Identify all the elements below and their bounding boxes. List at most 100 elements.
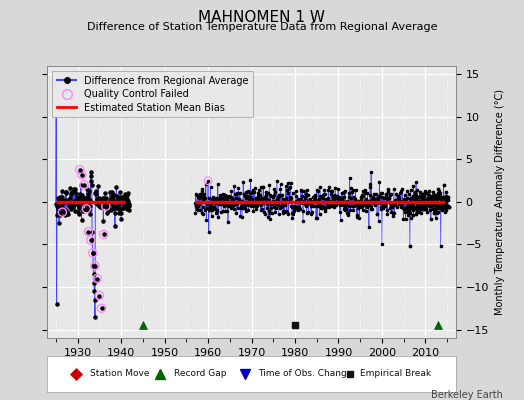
Point: [116, 189, 124, 196]
Point: [70, 197, 79, 204]
Point: [424, 196, 432, 203]
Point: [439, 182, 447, 188]
Point: [92, 188, 100, 194]
Point: [262, 195, 270, 202]
Point: [354, 204, 362, 211]
Point: [253, 199, 261, 205]
Point: [101, 190, 109, 196]
Point: [417, 201, 425, 208]
Point: [110, 199, 118, 206]
Point: [314, 187, 322, 194]
Point: [415, 207, 423, 213]
Point: [400, 192, 409, 198]
Point: [125, 203, 133, 210]
Point: [410, 195, 418, 201]
Point: [241, 205, 249, 211]
Point: [98, 204, 106, 210]
Point: [433, 193, 441, 200]
Point: [387, 202, 395, 208]
Point: [221, 193, 230, 200]
Point: [236, 212, 245, 219]
Point: [91, 262, 99, 269]
Point: [407, 196, 416, 203]
Point: [381, 190, 390, 197]
Point: [196, 193, 205, 200]
Point: [58, 200, 66, 206]
Point: [301, 192, 310, 199]
Point: [83, 191, 92, 197]
Point: [208, 196, 216, 202]
Point: [121, 191, 129, 198]
Point: [322, 196, 330, 202]
Point: [415, 206, 423, 212]
Point: [369, 196, 378, 202]
Point: [340, 188, 348, 195]
Point: [269, 200, 277, 207]
Point: [436, 193, 444, 199]
Point: [219, 207, 227, 214]
Point: [283, 198, 291, 204]
Point: [375, 218, 383, 224]
Point: [311, 193, 319, 199]
Point: [256, 202, 265, 208]
Point: [97, 305, 106, 312]
Point: [90, 271, 98, 278]
Point: [337, 196, 345, 202]
Point: [109, 195, 117, 202]
Point: [438, 198, 446, 204]
Point: [376, 200, 384, 206]
Point: [205, 204, 214, 210]
Point: [299, 218, 307, 224]
Point: [301, 201, 309, 207]
Point: [417, 200, 425, 206]
Point: [425, 203, 434, 209]
Point: [223, 192, 231, 199]
Point: [71, 200, 80, 206]
Point: [59, 199, 67, 205]
Point: [201, 199, 210, 205]
Point: [355, 215, 363, 222]
Point: [252, 194, 260, 201]
Point: [272, 201, 280, 208]
Point: [428, 194, 436, 200]
Point: [313, 198, 322, 204]
Point: [94, 200, 102, 206]
Point: [368, 206, 376, 213]
Point: [58, 188, 66, 194]
Point: [297, 200, 305, 206]
Point: [397, 188, 405, 194]
Point: [214, 198, 223, 204]
Point: [247, 189, 256, 196]
Point: [265, 182, 274, 188]
Point: [383, 207, 391, 213]
Point: [346, 185, 355, 192]
Point: [231, 191, 239, 197]
Point: [281, 195, 290, 202]
Point: [349, 199, 357, 205]
Point: [233, 190, 242, 196]
Point: [230, 183, 238, 189]
Point: [120, 199, 128, 205]
Point: [319, 195, 328, 202]
Point: [111, 204, 119, 210]
Point: [243, 189, 252, 195]
Point: [97, 200, 106, 206]
Point: [358, 201, 366, 207]
Point: [224, 202, 233, 209]
Point: [108, 192, 116, 199]
Point: [239, 191, 248, 198]
Point: [119, 202, 128, 208]
Point: [378, 241, 386, 248]
Point: [422, 190, 430, 196]
Text: Empirical Break: Empirical Break: [360, 370, 431, 378]
Point: [232, 191, 240, 198]
Point: [310, 196, 319, 202]
Point: [289, 190, 297, 196]
Point: [194, 194, 202, 201]
Point: [426, 201, 434, 207]
Point: [74, 204, 83, 210]
Point: [234, 199, 242, 206]
Point: [52, 301, 61, 307]
Point: [371, 199, 379, 205]
Point: [117, 216, 125, 222]
